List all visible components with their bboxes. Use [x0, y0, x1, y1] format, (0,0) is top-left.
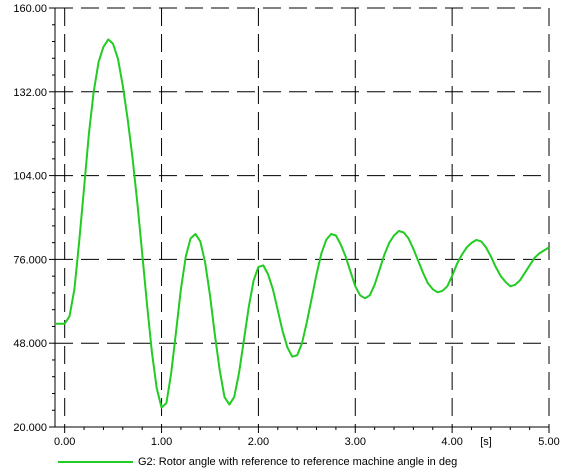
y-tick-label: 48.000	[13, 338, 47, 350]
x-tick-label: 5.00	[538, 436, 559, 448]
legend: G2: Rotor angle with reference to refere…	[58, 456, 457, 468]
x-tick-label: 4.00	[441, 436, 462, 448]
y-tick-label: 76.000	[13, 254, 47, 266]
y-tick-label: 132.00	[13, 87, 47, 99]
x-tick-label: 3.00	[345, 436, 366, 448]
x-tick-label: 0.00	[54, 436, 75, 448]
y-tick-label: 20.000	[13, 422, 47, 434]
tick-marks	[49, 7, 550, 433]
x-unit-label: [s]	[480, 436, 492, 448]
y-tick-label: 104.00	[13, 171, 47, 183]
series-line-rotor-angle	[55, 38, 550, 409]
tick-labels: 0.00 1.00 2.00 3.00 4.00 5.00 [s] 20.000 48.000 7…	[13, 3, 559, 448]
plot-frame	[54, 7, 550, 428]
series-lines	[55, 38, 550, 409]
grid-lines	[55, 8, 549, 427]
legend-label: G2: Rotor angle with reference to refere…	[138, 456, 457, 468]
x-tick-label: 1.00	[151, 436, 172, 448]
x-tick-label: 2.00	[248, 436, 269, 448]
y-tick-label: 160.00	[13, 3, 47, 15]
